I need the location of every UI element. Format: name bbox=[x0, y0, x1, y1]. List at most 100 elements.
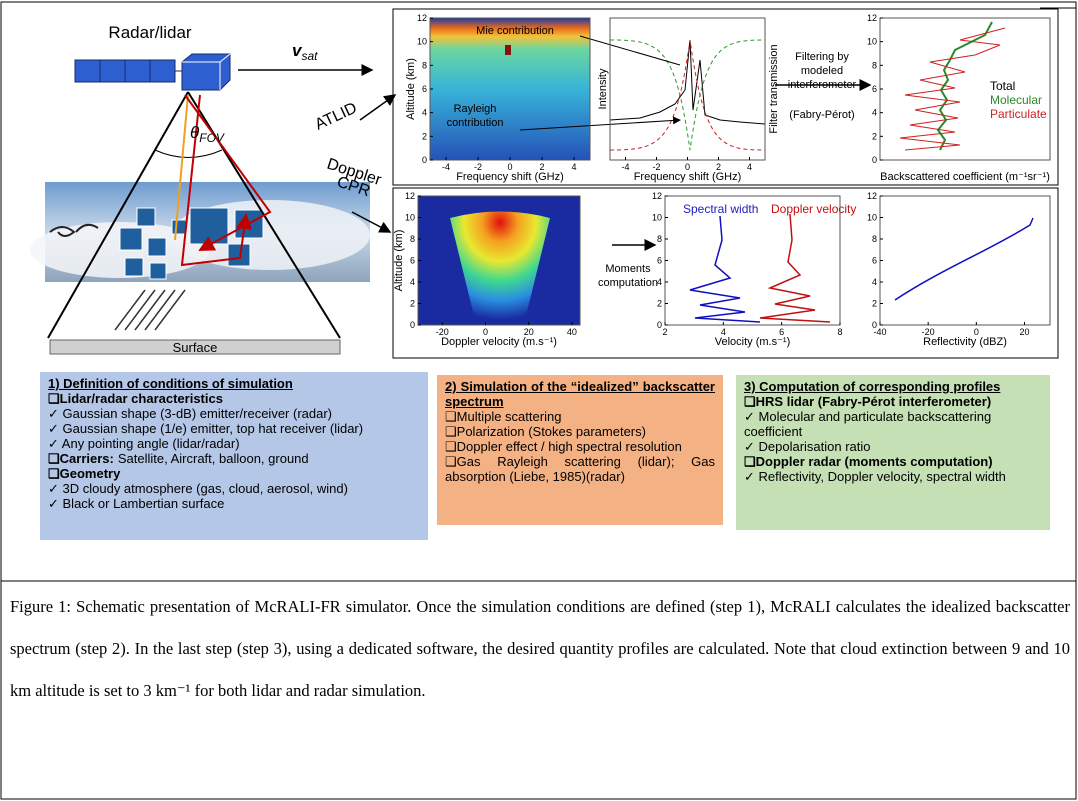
item-text: ❑Multiple scattering bbox=[445, 409, 562, 424]
x-tick-label: -2 bbox=[474, 162, 482, 172]
x-tick-label: 2 bbox=[539, 162, 544, 172]
x-tick-label: -4 bbox=[442, 162, 450, 172]
y-tick-label: 8 bbox=[872, 60, 877, 70]
y-tick-label: 6 bbox=[872, 84, 877, 94]
atlid-label: ATLID bbox=[313, 100, 360, 134]
legend-entry: Particulate bbox=[990, 107, 1047, 121]
item-lead: ❑HRS lidar (Fabry-Pérot interferometer) bbox=[744, 394, 992, 409]
x-tick-label: 0 bbox=[483, 327, 488, 337]
satellite bbox=[74, 53, 231, 91]
y-tick-label: 8 bbox=[657, 234, 662, 244]
step-item: ✓ Gaussian shape (3-dB) emitter/receiver… bbox=[48, 406, 420, 421]
legend-entry: Total bbox=[990, 79, 1015, 93]
x-tick-label: -20 bbox=[436, 327, 449, 337]
y-tick-label: 4 bbox=[872, 108, 877, 118]
x-tick-label: 4 bbox=[721, 327, 726, 337]
vsat-label: vsat bbox=[292, 41, 318, 63]
filter-curve bbox=[609, 39, 766, 151]
x-axis-label: Backscattered coefficient (m⁻¹sr⁻¹) bbox=[880, 171, 1050, 183]
x-tick-label: 4 bbox=[571, 162, 576, 172]
y-tick-label: 2 bbox=[410, 299, 415, 309]
y-tick-label: 12 bbox=[652, 191, 662, 201]
y-tick-label: 0 bbox=[422, 155, 427, 165]
y-tick-label: 12 bbox=[867, 191, 877, 201]
item-text: ✓ Gaussian shape (3-dB) emitter/receiver… bbox=[48, 406, 332, 421]
item-lead: ❑Geometry bbox=[48, 466, 121, 481]
step-item: ❑Carriers: Satellite, Aircraft, balloon, … bbox=[48, 451, 420, 466]
surface bbox=[49, 339, 341, 355]
item-text: ✓ Depolarisation ratio bbox=[744, 439, 871, 454]
step-2-box: 2) Simulation of the “idealized” backsca… bbox=[437, 375, 723, 525]
caption: Figure 1: Schematic presentation of McRA… bbox=[10, 597, 1070, 700]
mie-peak bbox=[505, 45, 511, 55]
radar-lidar-label: Radar/lidar bbox=[108, 23, 191, 42]
filter-curve bbox=[609, 39, 766, 151]
doppler-velocity-curve bbox=[759, 213, 831, 323]
lidar-spectrum-image bbox=[430, 18, 590, 160]
y-tick-label: 2 bbox=[657, 299, 662, 309]
y-tick-label: 6 bbox=[410, 256, 415, 266]
theta-sub: FOV bbox=[199, 131, 225, 145]
x-tick-label: 4 bbox=[747, 162, 752, 172]
step-item: ✓ Gaussian shape (1/e) emitter, top hat … bbox=[48, 421, 420, 436]
step-title: 3) Computation of corresponding profiles bbox=[744, 379, 1001, 394]
y-tick-label: 0 bbox=[657, 320, 662, 330]
particulate-profile bbox=[899, 27, 1006, 151]
item-text: ✓ Any pointing angle (lidar/radar) bbox=[48, 436, 240, 451]
surface-label: Surface bbox=[173, 340, 218, 355]
legend-entry: Molecular bbox=[990, 93, 1042, 107]
x-tick-label: 0 bbox=[507, 162, 512, 172]
arrow bbox=[351, 211, 392, 233]
item-text: ❑Gas Rayleigh scattering (lidar); Gas ab… bbox=[445, 454, 715, 484]
y-tick-label: 8 bbox=[410, 234, 415, 244]
y-tick-label: 12 bbox=[417, 13, 427, 23]
x-tick-label: 2 bbox=[716, 162, 721, 172]
item-text: ❑Polarization (Stokes parameters) bbox=[445, 424, 646, 439]
filtering-label: interferometer bbox=[788, 79, 857, 91]
y-tick-label: 4 bbox=[872, 277, 877, 287]
schematic: Surface Radar/lidar vsat θFOV ATLID Dopp… bbox=[30, 23, 397, 355]
step-item: ✓ Depolarisation ratio bbox=[744, 439, 1042, 454]
y2-axis-label: Filter transmission bbox=[768, 44, 780, 133]
step-item: ❑Multiple scattering bbox=[445, 409, 715, 424]
x-tick-label: -20 bbox=[922, 327, 935, 337]
reflectivity-curve bbox=[894, 217, 1034, 301]
x-axis-label: Doppler velocity (m.s⁻¹) bbox=[441, 336, 557, 348]
item-text: ✓ Molecular and particulate backscatteri… bbox=[744, 409, 992, 439]
x-tick-label: 20 bbox=[524, 327, 534, 337]
y-tick-label: 2 bbox=[422, 131, 427, 141]
y-tick-label: 4 bbox=[410, 277, 415, 287]
x-tick-label: -2 bbox=[652, 162, 660, 172]
y-tick-label: 2 bbox=[872, 131, 877, 141]
x-axis-label: Frequency shift (GHz) bbox=[456, 171, 564, 183]
x-tick-label: -40 bbox=[873, 327, 886, 337]
step-item: ❑Lidar/radar characteristics bbox=[48, 391, 420, 406]
doppler-spectrum-image bbox=[450, 211, 550, 320]
item-lead: ❑Carriers: bbox=[48, 451, 114, 466]
step-item: ❑HRS lidar (Fabry-Pérot interferometer) bbox=[744, 394, 1042, 409]
beam bbox=[174, 94, 189, 241]
step-1-box: 1) Definition of conditions of simulatio… bbox=[40, 372, 428, 540]
pointer bbox=[519, 116, 681, 131]
step-item: ❑Doppler effect / high spectral resoluti… bbox=[445, 439, 715, 454]
x-tick-label: 8 bbox=[837, 327, 842, 337]
y-tick-label: 6 bbox=[422, 84, 427, 94]
theta: θ bbox=[190, 123, 200, 142]
y-tick-label: 6 bbox=[872, 256, 877, 266]
y-tick-label: 4 bbox=[657, 277, 662, 287]
y-tick-label: 10 bbox=[867, 213, 877, 223]
y-tick-label: 6 bbox=[657, 256, 662, 266]
y-tick-label: 10 bbox=[652, 213, 662, 223]
arrow bbox=[359, 94, 397, 121]
step-item: ❑Gas Rayleigh scattering (lidar); Gas ab… bbox=[445, 454, 715, 484]
x-tick-label: -4 bbox=[621, 162, 629, 172]
y-tick-label: 8 bbox=[872, 234, 877, 244]
item-text: ✓ Gaussian shape (1/e) emitter, top hat … bbox=[48, 421, 364, 436]
vsat-sub: sat bbox=[301, 49, 318, 63]
cone-edge bbox=[47, 91, 189, 339]
step-item: ✓ Any pointing angle (lidar/radar) bbox=[48, 436, 420, 451]
y-tick-label: 0 bbox=[872, 320, 877, 330]
y-tick-label: 10 bbox=[405, 213, 415, 223]
y-axis-label: Altitude (km) bbox=[393, 230, 405, 292]
